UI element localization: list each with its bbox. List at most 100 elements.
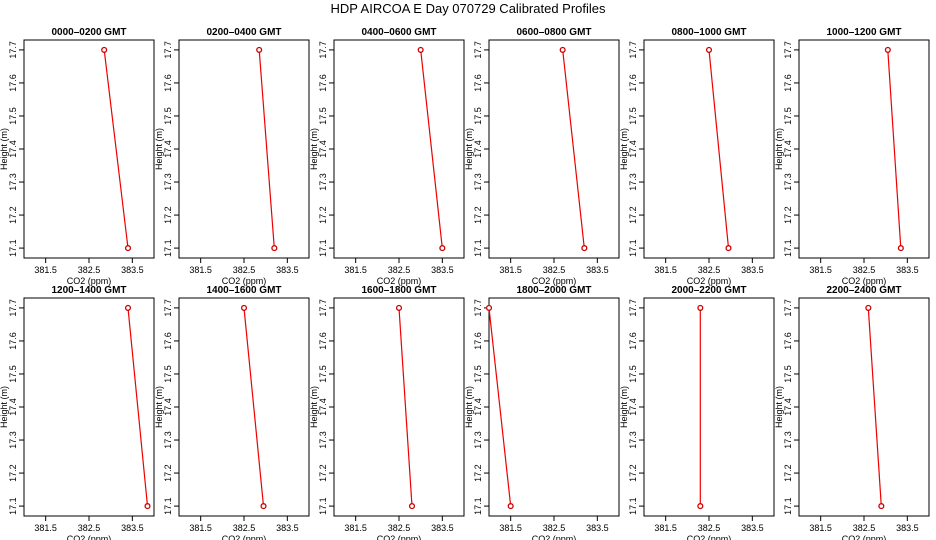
plot-frame [798, 297, 930, 517]
plot-frame [23, 39, 155, 259]
panel-11: 2000–2200 GMT 381.5 382.5 383.5 17.1 17.2 17.3… [619, 285, 775, 540]
x-tick-label: 381.5 [189, 523, 212, 533]
x-tick-label: 383.5 [896, 265, 919, 275]
y-tick-label: 17.2 [783, 464, 793, 482]
y-tick-label: 17.7 [783, 299, 793, 317]
y-tick-label: 17.4 [473, 140, 483, 158]
x-tick-label: 382.5 [543, 523, 566, 533]
x-tick-label: 383.5 [586, 523, 609, 533]
y-tick-label: 17.3 [8, 431, 18, 449]
y-tick-label: 17.5 [783, 107, 793, 125]
y-axis-label: Height (m) [309, 386, 319, 428]
plot-frame [23, 297, 155, 517]
y-axis-label: Height (m) [0, 128, 9, 170]
panel-2: 0200–0400 GMT 381.5 382.5 383.5 17.1 17.2 17.3… [154, 27, 310, 286]
y-tick-label: 17.4 [783, 140, 793, 158]
data-point [439, 245, 446, 252]
panel-title: 0600–0800 GMT [516, 27, 591, 38]
y-tick-label: 17.1 [628, 239, 638, 257]
x-tick-label: 381.5 [34, 523, 57, 533]
y-tick-label: 17.5 [783, 365, 793, 383]
x-axis-label: CO2 (ppm) [222, 534, 267, 540]
x-tick-label: 381.5 [34, 265, 57, 275]
x-tick-label: 381.5 [344, 523, 367, 533]
y-tick-label: 17.2 [473, 206, 483, 224]
y-tick-label: 17.6 [8, 74, 18, 92]
x-tick-label: 383.5 [586, 265, 609, 275]
panel-6: 1000–1200 GMT 381.5 382.5 383.5 17.1 17.2 17.3… [774, 27, 930, 286]
data-point [581, 245, 588, 252]
y-tick-label: 17.2 [628, 206, 638, 224]
x-axis-label: CO2 (ppm) [67, 534, 112, 540]
y-tick-label: 17.4 [783, 398, 793, 416]
y-tick-label: 17.1 [473, 239, 483, 257]
y-tick-label: 17.3 [163, 431, 173, 449]
y-tick-label: 17.3 [318, 173, 328, 191]
y-axis-label: Height (m) [619, 128, 629, 170]
x-tick-label: 381.5 [499, 523, 522, 533]
y-axis-label: Height (m) [464, 128, 474, 170]
x-tick-label: 381.5 [654, 265, 677, 275]
panel-5: 0800–1000 GMT 381.5 382.5 383.5 17.1 17.2 17.3… [619, 27, 775, 286]
x-axis-label: CO2 (ppm) [532, 276, 577, 286]
y-tick-label: 17.4 [8, 398, 18, 416]
x-tick-label: 382.5 [853, 523, 876, 533]
y-tick-label: 17.4 [628, 140, 638, 158]
y-tick-label: 17.2 [8, 206, 18, 224]
y-tick-label: 17.1 [163, 497, 173, 515]
profile-line [127, 307, 149, 507]
plot-frame [643, 297, 775, 517]
y-tick-label: 17.3 [8, 173, 18, 191]
y-tick-label: 17.3 [473, 431, 483, 449]
y-tick-label: 17.7 [783, 41, 793, 59]
data-point [256, 46, 263, 53]
profile-line [420, 49, 443, 249]
data-point [485, 304, 493, 311]
x-tick-label: 383.5 [431, 265, 454, 275]
y-tick-label: 17.7 [473, 41, 483, 59]
y-tick-label: 17.4 [163, 398, 173, 416]
plot-frame [488, 39, 620, 259]
y-tick-label: 17.7 [163, 41, 173, 59]
y-tick-label: 17.3 [473, 173, 483, 191]
y-tick-label: 17.6 [318, 332, 328, 350]
profile-line [708, 49, 730, 249]
y-tick-label: 17.1 [318, 239, 328, 257]
x-tick-label: 382.5 [78, 523, 101, 533]
y-axis-label: Height (m) [154, 128, 164, 170]
y-tick-label: 17.1 [783, 239, 793, 257]
plot-frame [178, 297, 310, 517]
y-tick-label: 17.5 [163, 365, 173, 383]
x-axis-label: CO2 (ppm) [842, 276, 887, 286]
y-tick-label: 17.1 [473, 497, 483, 515]
y-tick-label: 17.2 [783, 206, 793, 224]
x-tick-label: 383.5 [276, 523, 299, 533]
data-point [124, 304, 132, 311]
data-point [705, 46, 713, 53]
plot-frame [798, 39, 930, 259]
y-tick-label: 17.3 [318, 431, 328, 449]
x-axis-label: CO2 (ppm) [377, 534, 422, 540]
x-tick-label: 382.5 [698, 265, 721, 275]
plot-frame [178, 39, 310, 259]
panel-title: 1600–1800 GMT [361, 285, 436, 296]
data-point [271, 245, 278, 252]
y-tick-label: 17.4 [8, 140, 18, 158]
y-tick-label: 17.7 [163, 299, 173, 317]
y-tick-label: 17.7 [628, 41, 638, 59]
panel-9: 1600–1800 GMT 381.5 382.5 383.5 17.1 17.2 17.3… [309, 285, 465, 540]
panel-3: 0400–0600 GMT 381.5 382.5 383.5 17.1 17.2 17.3… [309, 27, 465, 286]
profile-line [398, 307, 413, 507]
y-tick-label: 17.2 [8, 464, 18, 482]
y-tick-label: 17.1 [163, 239, 173, 257]
x-tick-label: 381.5 [809, 523, 832, 533]
data-point [240, 304, 248, 311]
x-tick-label: 383.5 [741, 265, 764, 275]
x-tick-label: 383.5 [431, 523, 454, 533]
x-tick-label: 382.5 [388, 523, 411, 533]
x-tick-label: 383.5 [896, 523, 919, 533]
data-point [725, 245, 732, 252]
panel-10: 1800–2000 GMT 381.5 382.5 383.5 17.1 17.2 17.3… [464, 285, 620, 540]
y-tick-label: 17.5 [8, 107, 18, 125]
